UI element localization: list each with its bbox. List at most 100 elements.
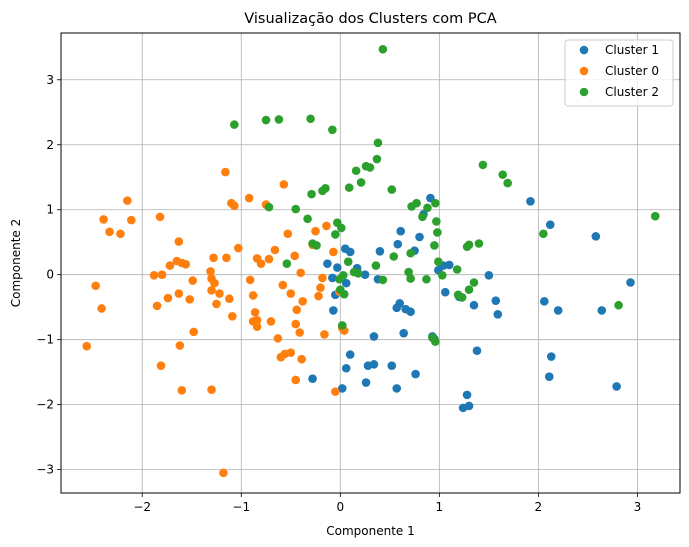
data-point bbox=[331, 230, 340, 239]
x-tick-label: −1 bbox=[232, 500, 250, 514]
data-point bbox=[298, 297, 307, 306]
data-point bbox=[392, 384, 402, 393]
legend-item: Cluster 2 bbox=[579, 85, 659, 99]
data-point bbox=[353, 269, 363, 278]
data-point bbox=[434, 257, 443, 267]
data-point bbox=[341, 278, 351, 288]
data-point bbox=[82, 341, 92, 351]
data-point bbox=[165, 261, 175, 270]
data-point bbox=[626, 278, 635, 287]
y-tick-label: −3 bbox=[36, 463, 54, 477]
data-point bbox=[244, 193, 254, 203]
legend-label: Cluster 0 bbox=[605, 64, 659, 78]
data-point bbox=[356, 178, 366, 187]
data-point bbox=[458, 403, 468, 413]
data-point bbox=[297, 354, 306, 364]
data-point bbox=[431, 198, 440, 208]
data-point bbox=[283, 229, 293, 239]
data-point bbox=[270, 245, 280, 255]
data-point bbox=[215, 289, 224, 298]
legend-box bbox=[564, 39, 674, 107]
data-point bbox=[430, 241, 439, 250]
data-point bbox=[378, 275, 388, 285]
data-point bbox=[189, 327, 199, 337]
chart-title: Visualização dos Clusters com PCA bbox=[244, 11, 496, 27]
data-point bbox=[329, 306, 338, 315]
data-point bbox=[422, 274, 431, 284]
grid-lines bbox=[61, 33, 680, 493]
data-point bbox=[553, 306, 563, 315]
data-point bbox=[222, 253, 231, 263]
data-point bbox=[174, 237, 184, 246]
data-point bbox=[491, 296, 501, 305]
data-point bbox=[360, 270, 370, 279]
data-point bbox=[296, 268, 305, 278]
data-point bbox=[91, 281, 100, 291]
data-point bbox=[228, 311, 237, 321]
data-point bbox=[540, 297, 549, 306]
data-point bbox=[333, 263, 342, 272]
data-point bbox=[318, 273, 327, 283]
data-point bbox=[440, 287, 450, 297]
data-point bbox=[123, 196, 132, 205]
data-point bbox=[432, 217, 441, 226]
data-point bbox=[546, 352, 556, 361]
data-point bbox=[206, 267, 215, 276]
data-point bbox=[320, 330, 329, 339]
data-point bbox=[312, 241, 321, 250]
data-point bbox=[209, 253, 218, 263]
data-point bbox=[387, 185, 397, 194]
data-point bbox=[351, 166, 361, 176]
data-point bbox=[469, 278, 479, 287]
data-point bbox=[261, 115, 271, 125]
data-point bbox=[373, 138, 383, 148]
y-tick-label: 3 bbox=[46, 73, 54, 87]
data-point bbox=[230, 201, 239, 211]
y-tick-label: −1 bbox=[36, 333, 54, 347]
data-point bbox=[266, 317, 276, 326]
data-point bbox=[116, 229, 125, 239]
data-point bbox=[278, 280, 288, 290]
data-point bbox=[597, 306, 607, 315]
data-point bbox=[612, 382, 621, 391]
data-point bbox=[163, 293, 173, 303]
data-point bbox=[503, 178, 512, 188]
data-point bbox=[291, 319, 301, 329]
data-point bbox=[174, 289, 184, 298]
data-point bbox=[411, 369, 420, 379]
data-point bbox=[221, 167, 230, 177]
data-point bbox=[484, 271, 494, 280]
data-point bbox=[452, 265, 462, 274]
data-point bbox=[328, 125, 337, 135]
data-point bbox=[256, 259, 266, 268]
data-point bbox=[331, 387, 340, 396]
data-point bbox=[291, 204, 301, 214]
legend-marker bbox=[579, 87, 589, 97]
legend-item: Cluster 0 bbox=[579, 64, 659, 78]
data-point bbox=[323, 259, 332, 268]
data-point bbox=[478, 160, 488, 170]
x-tick-label: −2 bbox=[133, 500, 151, 514]
data-point bbox=[444, 260, 454, 270]
data-point bbox=[127, 215, 136, 225]
data-point bbox=[545, 220, 555, 229]
data-point bbox=[219, 468, 228, 478]
legend-label: Cluster 2 bbox=[605, 85, 659, 99]
data-point bbox=[329, 247, 338, 257]
data-point bbox=[307, 189, 316, 199]
data-point bbox=[361, 161, 371, 171]
data-point bbox=[406, 307, 415, 317]
data-point bbox=[97, 304, 106, 313]
data-point bbox=[316, 283, 325, 292]
data-point bbox=[303, 214, 312, 224]
data-point bbox=[207, 285, 216, 295]
data-point bbox=[341, 363, 351, 373]
data-point bbox=[252, 322, 262, 331]
data-point bbox=[286, 289, 296, 298]
data-points bbox=[82, 44, 660, 478]
data-point bbox=[273, 334, 283, 343]
data-point bbox=[340, 244, 350, 254]
data-point bbox=[474, 239, 484, 248]
data-point bbox=[230, 120, 239, 129]
data-point bbox=[415, 232, 424, 242]
